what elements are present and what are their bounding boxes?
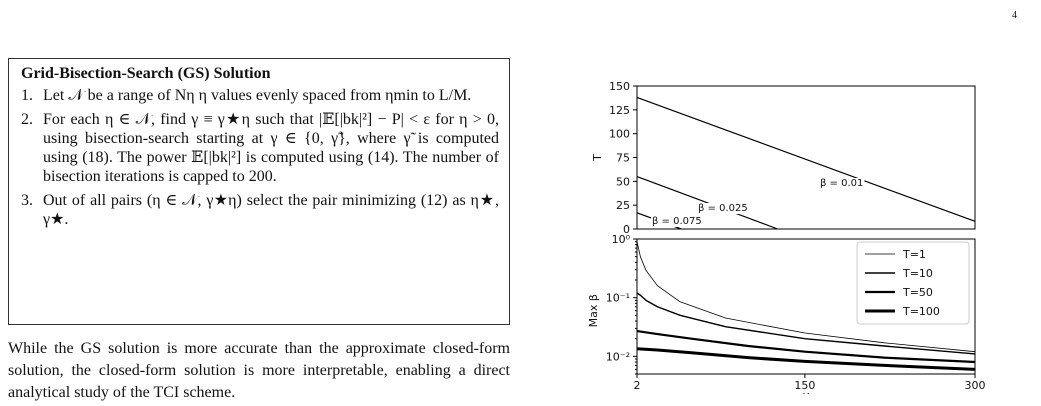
y-tick-label: 150: [609, 80, 630, 93]
series-label-background: [651, 216, 703, 227]
series-label-background: [819, 178, 865, 189]
y-tick-label: 10⁻¹: [606, 292, 630, 305]
y-tick-label: 0: [623, 223, 630, 236]
step-number: 1.: [21, 87, 33, 104]
series-line: [636, 176, 778, 230]
step-text: For each η ∈ 𝒩, find γ ≡ γ★η such that |…: [43, 111, 499, 185]
step-number: 3.: [21, 192, 33, 209]
legend-label: T=10: [902, 267, 933, 280]
series-line: [636, 347, 976, 371]
algorithm-step: 1. Let 𝒩 be a range of Nη η values evenl…: [21, 86, 499, 105]
y-tick-label: 100: [609, 128, 630, 141]
step-text: Let 𝒩 be a range of Nη η values evenly s…: [43, 87, 472, 104]
series-line: [636, 96, 976, 222]
step-number: 2.: [21, 111, 33, 128]
page-number: 4: [1012, 10, 1017, 21]
y-axis-label: T: [591, 154, 604, 162]
series-label: β = 0.025: [698, 203, 748, 214]
series-line: [636, 292, 976, 355]
algorithm-step: 2. For each η ∈ 𝒩, find γ ≡ γ★η such tha…: [21, 110, 499, 186]
x-tick-label: 300: [965, 379, 986, 392]
algorithm-steps: 1. Let 𝒩 be a range of Nη η values evenl…: [21, 86, 499, 229]
legend-label: T=100: [902, 305, 940, 318]
top-plot-frame: [636, 85, 976, 230]
series-label: β = 0.075: [652, 216, 702, 227]
y-tick-label: 25: [616, 199, 630, 212]
series-line: [636, 329, 976, 364]
legend-label: T=50: [902, 286, 933, 299]
y-axis-label: Max β: [587, 294, 600, 327]
y-tick-label: 125: [609, 104, 630, 117]
series-line: [636, 241, 976, 353]
series-label-background: [697, 203, 749, 214]
body-paragraph: While the GS solution is more accurate t…: [8, 340, 510, 401]
series-label: β = 0.01: [820, 178, 863, 189]
algorithm-box: Grid-Bisection-Search (GS) Solution 1. L…: [8, 58, 510, 325]
y-tick-label: 10⁻²: [606, 350, 630, 363]
algorithm-step: 3. Out of all pairs (η ∈ 𝒩, γ★η) select …: [21, 191, 499, 229]
step-text: Out of all pairs (η ∈ 𝒩, γ★η) select the…: [43, 192, 499, 228]
y-tick-label: 75: [616, 152, 630, 165]
y-tick-label: 50: [616, 175, 630, 188]
x-axis-label: K: [802, 391, 810, 394]
figure: 0 25 50 75 100 125 150 Tβ = 0.01 β = 0.025 β = 0.…: [587, 80, 986, 394]
legend-box: [856, 241, 970, 325]
x-tick-label: 150: [794, 379, 815, 392]
x-tick-label: 2: [634, 379, 641, 392]
y-tick-label: 10⁰: [612, 233, 631, 246]
algorithm-title: Grid-Bisection-Search (GS) Solution: [21, 65, 271, 82]
legend-label: T=1: [902, 248, 926, 261]
